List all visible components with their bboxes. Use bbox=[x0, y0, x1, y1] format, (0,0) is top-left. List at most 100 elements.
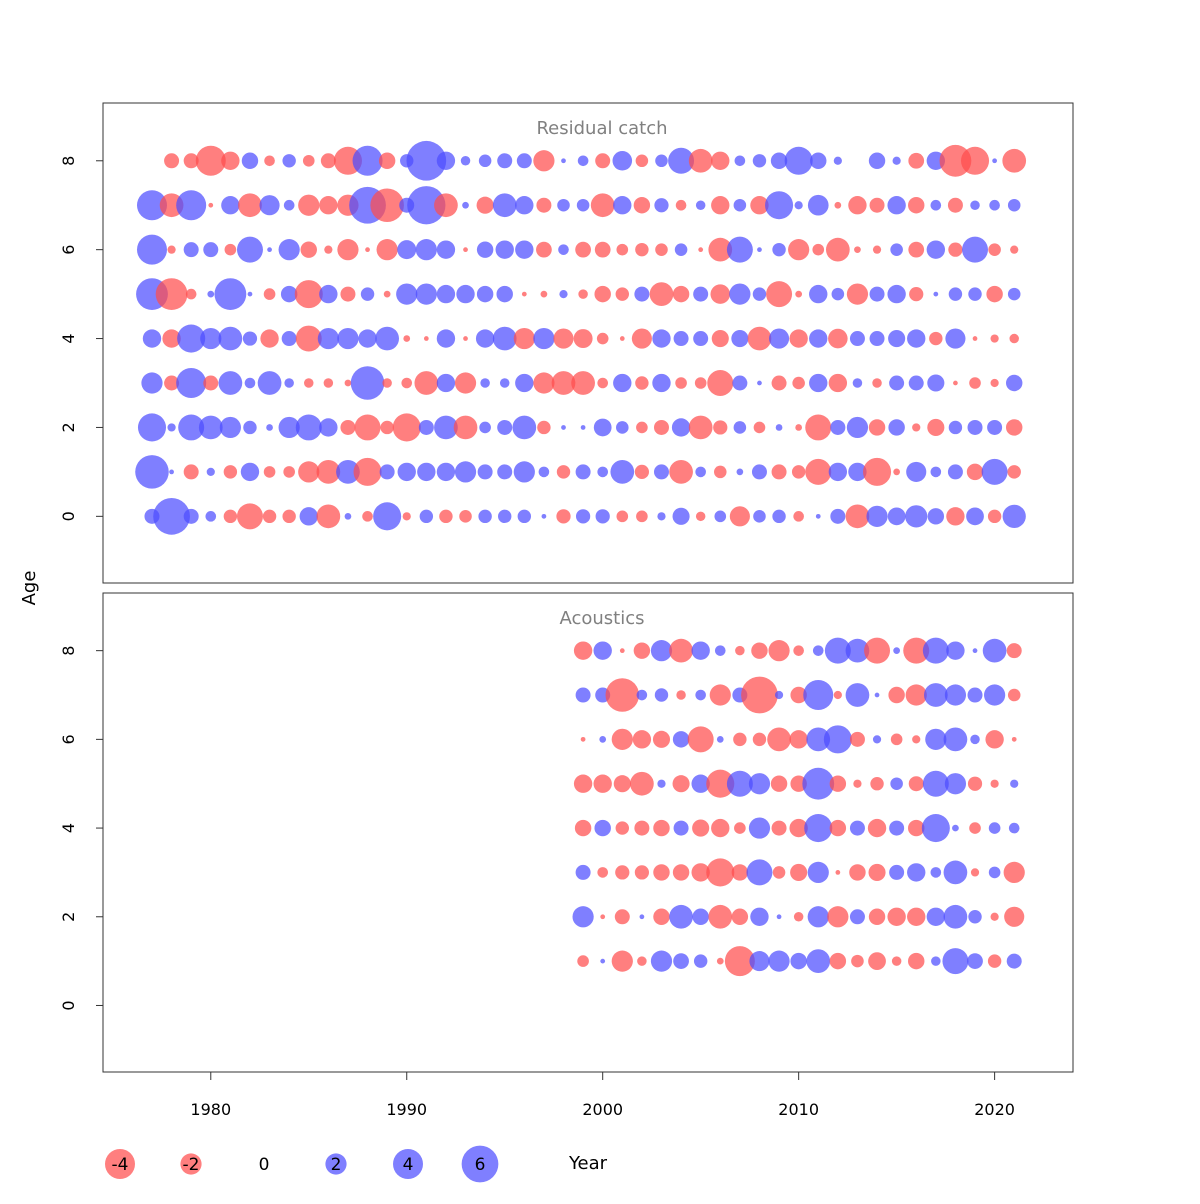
bubble bbox=[828, 462, 848, 482]
bubble bbox=[724, 946, 755, 977]
bubble bbox=[849, 909, 865, 925]
bubble bbox=[669, 638, 693, 663]
bubble bbox=[969, 822, 981, 834]
bubble bbox=[807, 906, 829, 928]
bubble bbox=[164, 375, 180, 391]
bubble bbox=[731, 908, 749, 925]
bubble bbox=[337, 239, 359, 261]
bubble bbox=[968, 910, 982, 924]
bubble bbox=[1007, 465, 1021, 479]
bubble bbox=[793, 645, 804, 656]
panel-title: Acoustics bbox=[559, 608, 644, 629]
bubble bbox=[927, 374, 945, 392]
bubble bbox=[1004, 906, 1025, 927]
bubble bbox=[177, 324, 206, 353]
bubble bbox=[967, 953, 983, 969]
bubble bbox=[790, 686, 807, 704]
y-tick-label: 2 bbox=[59, 422, 78, 432]
bubble bbox=[378, 152, 396, 169]
bubble bbox=[927, 508, 945, 525]
bubble bbox=[806, 727, 831, 752]
bubble bbox=[748, 817, 771, 839]
bubble bbox=[1006, 643, 1022, 659]
bubble bbox=[556, 465, 571, 479]
bubble bbox=[593, 418, 612, 437]
panel-frame bbox=[102, 592, 1074, 1073]
bubble bbox=[298, 194, 320, 216]
bubble bbox=[907, 863, 926, 882]
bubble bbox=[849, 331, 865, 347]
bubble bbox=[1007, 198, 1021, 212]
bubble bbox=[867, 818, 887, 838]
bubble bbox=[478, 509, 492, 524]
bubble bbox=[872, 735, 882, 744]
bubble bbox=[747, 326, 772, 351]
bubble bbox=[561, 158, 566, 164]
bubble bbox=[456, 284, 475, 304]
bubble bbox=[324, 245, 333, 254]
bubble bbox=[575, 509, 591, 524]
legend-bubble bbox=[393, 1149, 423, 1179]
bubble bbox=[492, 193, 517, 218]
bubble bbox=[772, 242, 786, 257]
bubble bbox=[812, 645, 824, 656]
bubble bbox=[868, 419, 886, 436]
bubble bbox=[344, 512, 352, 520]
y-tick-label: 6 bbox=[59, 245, 78, 255]
bubble bbox=[169, 469, 174, 475]
bubble bbox=[575, 864, 591, 880]
legend-entry: -4 bbox=[105, 1149, 135, 1179]
bubble bbox=[889, 864, 905, 880]
bubble bbox=[264, 155, 275, 167]
bubble bbox=[283, 199, 295, 211]
bubble bbox=[990, 779, 999, 788]
bubble bbox=[692, 819, 710, 837]
bubble bbox=[970, 868, 980, 877]
bubble bbox=[360, 287, 375, 301]
bubble bbox=[1002, 148, 1027, 173]
bubble bbox=[888, 419, 905, 436]
legend-bubble bbox=[325, 1153, 347, 1175]
bubble bbox=[849, 864, 866, 881]
bubble bbox=[888, 330, 906, 348]
bubble bbox=[757, 247, 762, 253]
bubble bbox=[632, 730, 652, 749]
bubble bbox=[804, 814, 833, 843]
bubble bbox=[203, 242, 219, 258]
bubble bbox=[316, 460, 341, 484]
bubble bbox=[668, 147, 695, 174]
legend-entry: 0 bbox=[259, 1155, 270, 1175]
y-tick-label: 2 bbox=[59, 912, 78, 922]
bubble bbox=[990, 378, 999, 388]
legend-label: 0 bbox=[259, 1155, 270, 1175]
bubble bbox=[929, 331, 943, 346]
bubble bbox=[600, 914, 606, 920]
bubble bbox=[573, 774, 593, 793]
bubble bbox=[713, 420, 728, 435]
bubble bbox=[891, 956, 902, 966]
bubble bbox=[636, 689, 648, 701]
bubble bbox=[982, 638, 1007, 663]
bubble bbox=[515, 196, 534, 215]
bubble bbox=[930, 466, 942, 478]
bubble bbox=[711, 330, 729, 348]
bubble bbox=[805, 414, 832, 441]
bubble bbox=[795, 290, 803, 298]
bubble bbox=[947, 464, 963, 480]
bubble bbox=[970, 200, 980, 210]
bubble bbox=[436, 373, 456, 393]
bubble bbox=[195, 145, 226, 176]
bubble bbox=[257, 371, 282, 395]
bubble bbox=[872, 245, 882, 254]
panel-frame bbox=[102, 102, 1074, 584]
bubble bbox=[590, 193, 615, 218]
bubble bbox=[354, 414, 381, 441]
bubble bbox=[829, 775, 847, 792]
bubble bbox=[830, 508, 846, 524]
bubble bbox=[893, 647, 900, 655]
bubble bbox=[436, 462, 456, 482]
bubble bbox=[298, 461, 320, 483]
bubble bbox=[497, 153, 513, 169]
bubble bbox=[868, 863, 886, 881]
